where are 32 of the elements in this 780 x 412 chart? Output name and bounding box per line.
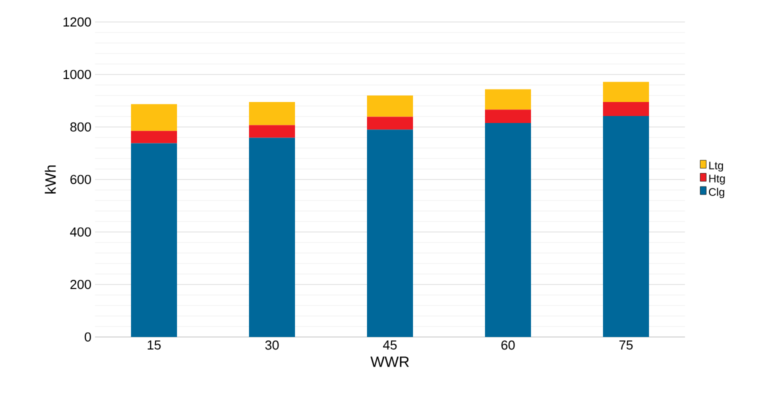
legend-label: Htg: [709, 174, 725, 185]
bar: [131, 104, 178, 131]
bar: [367, 95, 413, 117]
x-axis-title: WWR: [370, 356, 409, 367]
bar: [602, 82, 649, 102]
x-tick-label: 75: [619, 340, 633, 350]
x-tick-label: 60: [501, 340, 515, 350]
y-axis-title: kWh: [44, 165, 56, 194]
bar: [249, 125, 295, 138]
bar: [485, 110, 531, 124]
x-tick-label: 45: [383, 340, 397, 350]
y-tick-label: 1000: [64, 70, 91, 80]
y-tick-label: 800: [70, 122, 91, 132]
legend-label: Clg: [708, 188, 724, 198]
y-tick-label: 600: [70, 174, 91, 184]
bar: [249, 138, 295, 337]
x-tick-label: 15: [148, 340, 161, 350]
y-tick-label: 400: [70, 227, 91, 237]
bar: [367, 116, 413, 130]
bar: [131, 130, 178, 144]
y-tick-label: 200: [70, 280, 91, 290]
bar: [367, 130, 413, 337]
y-tick-label: 1200: [64, 17, 91, 27]
bar: [131, 143, 178, 337]
bar: [602, 102, 649, 116]
bar: [485, 123, 531, 337]
legend-label: Ltg: [709, 162, 723, 172]
x-tick-label: 30: [265, 340, 279, 350]
y-tick-label: 0: [84, 332, 91, 342]
bar: [485, 89, 531, 110]
bar: [249, 102, 295, 126]
bar: [602, 116, 649, 337]
